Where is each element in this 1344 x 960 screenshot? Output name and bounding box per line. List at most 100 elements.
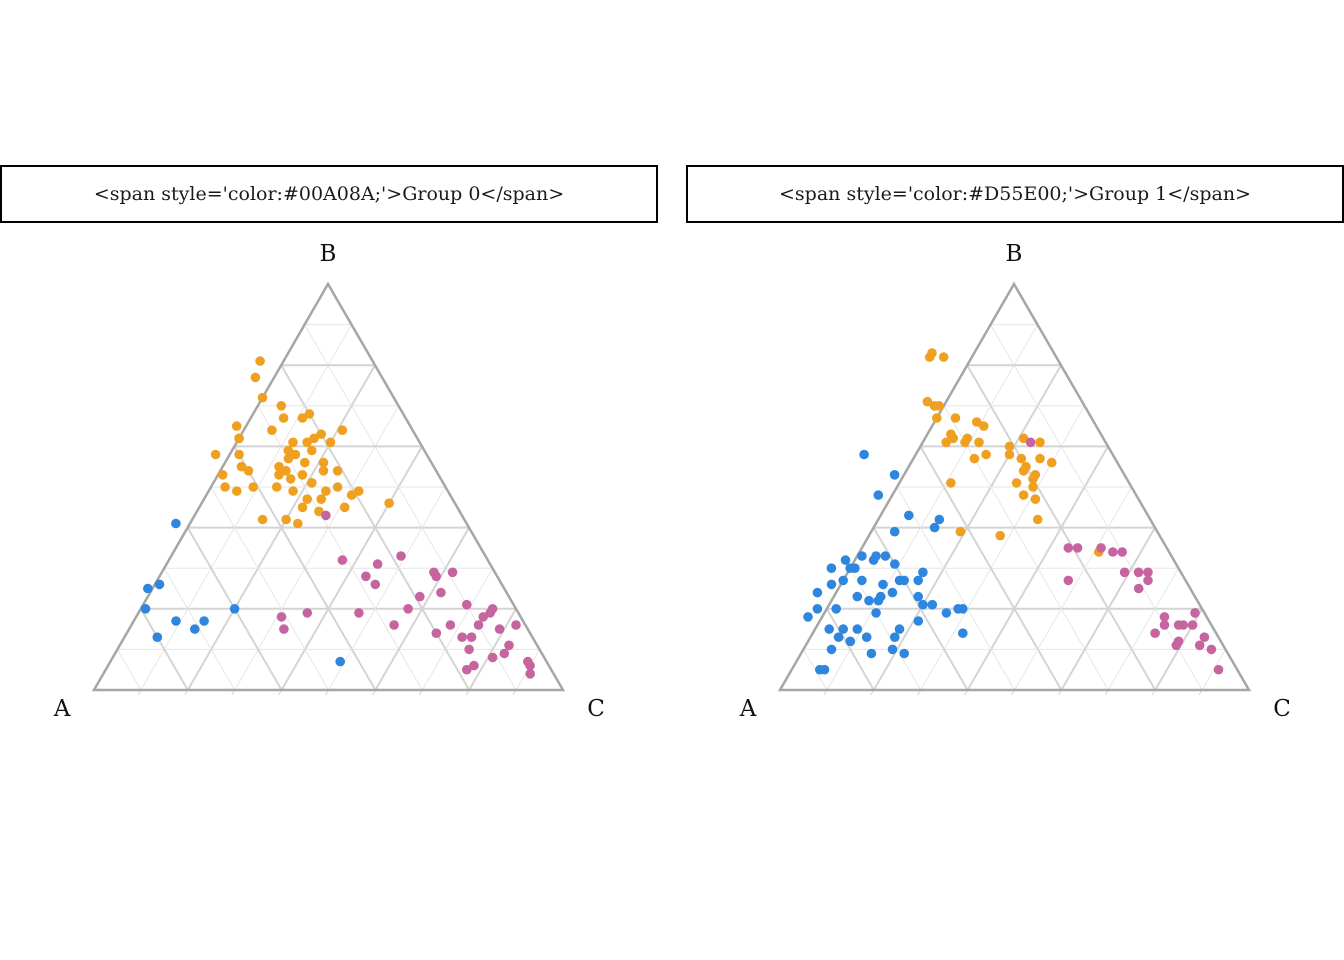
data-point (337, 555, 348, 565)
data-point (250, 372, 261, 383)
grid-line (1014, 486, 1132, 691)
data-point (485, 608, 496, 618)
grid-line (140, 324, 352, 691)
data-point (978, 421, 989, 431)
facet-strip-group-1: <span style='color:#D55E00;'>Group 1</sp… (686, 165, 1344, 223)
data-point (321, 486, 331, 496)
data-point (143, 583, 153, 594)
ternary-triangle (91, 281, 566, 692)
data-point (1004, 441, 1015, 452)
data-point (1143, 575, 1153, 586)
data-point (293, 518, 303, 529)
data-point (1072, 543, 1083, 553)
data-point (140, 604, 151, 614)
data-point (934, 514, 945, 525)
data-point (525, 669, 535, 679)
vertex-label-c: C (1273, 696, 1291, 722)
data-point (899, 648, 909, 659)
data-point (290, 449, 301, 460)
data-point (339, 502, 350, 513)
data-point (971, 417, 982, 427)
data-point (217, 470, 228, 480)
data-point (278, 413, 289, 423)
data-point (171, 518, 181, 529)
data-point (445, 620, 456, 630)
data-point (838, 575, 848, 586)
data-point (353, 486, 364, 496)
data-point (890, 559, 900, 569)
data-point (403, 604, 413, 614)
data-point (462, 664, 472, 675)
data-point (974, 437, 984, 448)
data-point (924, 352, 935, 362)
data-point (861, 632, 872, 642)
data-point (1032, 514, 1043, 525)
data-point (1206, 644, 1217, 655)
data-point (384, 498, 395, 509)
data-point (950, 413, 961, 423)
data-point (276, 612, 287, 622)
data-point (1096, 543, 1106, 553)
data-point (457, 632, 467, 642)
data-point (946, 429, 956, 439)
data-point (824, 624, 834, 634)
data-point (1016, 453, 1027, 464)
data-point (938, 352, 949, 362)
data-point (372, 559, 383, 569)
data-point (473, 620, 484, 630)
data-point (1199, 632, 1210, 642)
data-point (1213, 664, 1224, 675)
data-point (314, 506, 324, 517)
data-point (257, 514, 268, 525)
data-point (283, 445, 294, 456)
vertex-label-b: B (1006, 241, 1023, 267)
grid-line (257, 405, 423, 691)
data-point (880, 551, 891, 561)
data-point (857, 575, 867, 586)
data-point (887, 644, 898, 655)
data-point (1021, 461, 1031, 472)
data-point (309, 433, 319, 444)
grid-line (920, 405, 1085, 691)
ternary-frame (91, 281, 566, 692)
data-point (511, 620, 521, 630)
data-point (1194, 640, 1205, 651)
grid-line (825, 608, 875, 691)
data-point (857, 551, 867, 561)
data-point (1143, 567, 1153, 578)
data-point (904, 510, 914, 521)
grid-line (374, 527, 470, 691)
data-point (850, 563, 860, 573)
data-point (370, 579, 381, 590)
data-point (332, 482, 343, 492)
vertex-label-a: A (739, 696, 757, 722)
data-point (1159, 620, 1170, 630)
data-point (154, 579, 165, 590)
data-point (981, 449, 991, 460)
grid-line (1107, 567, 1179, 691)
data-point (234, 449, 244, 460)
data-point (1028, 482, 1038, 492)
data-point (1117, 547, 1127, 557)
data-point (918, 599, 928, 610)
data-point (504, 640, 514, 651)
data-point (812, 587, 823, 598)
data-point (297, 502, 308, 513)
data-point (255, 356, 265, 366)
grid-line (468, 608, 517, 691)
data-point (436, 587, 446, 598)
ternary-triangle (777, 281, 1252, 692)
grid-line (328, 486, 446, 691)
data-point (913, 616, 924, 626)
data-point (887, 587, 898, 598)
data-point (873, 490, 884, 500)
data-point (325, 437, 336, 448)
data-point (229, 604, 240, 614)
data-point (1190, 608, 1200, 618)
data-point (831, 604, 841, 614)
data-point (389, 620, 399, 630)
data-point (840, 555, 851, 565)
grid-line (304, 324, 517, 691)
data-point (1046, 457, 1057, 468)
data-point (346, 490, 357, 500)
